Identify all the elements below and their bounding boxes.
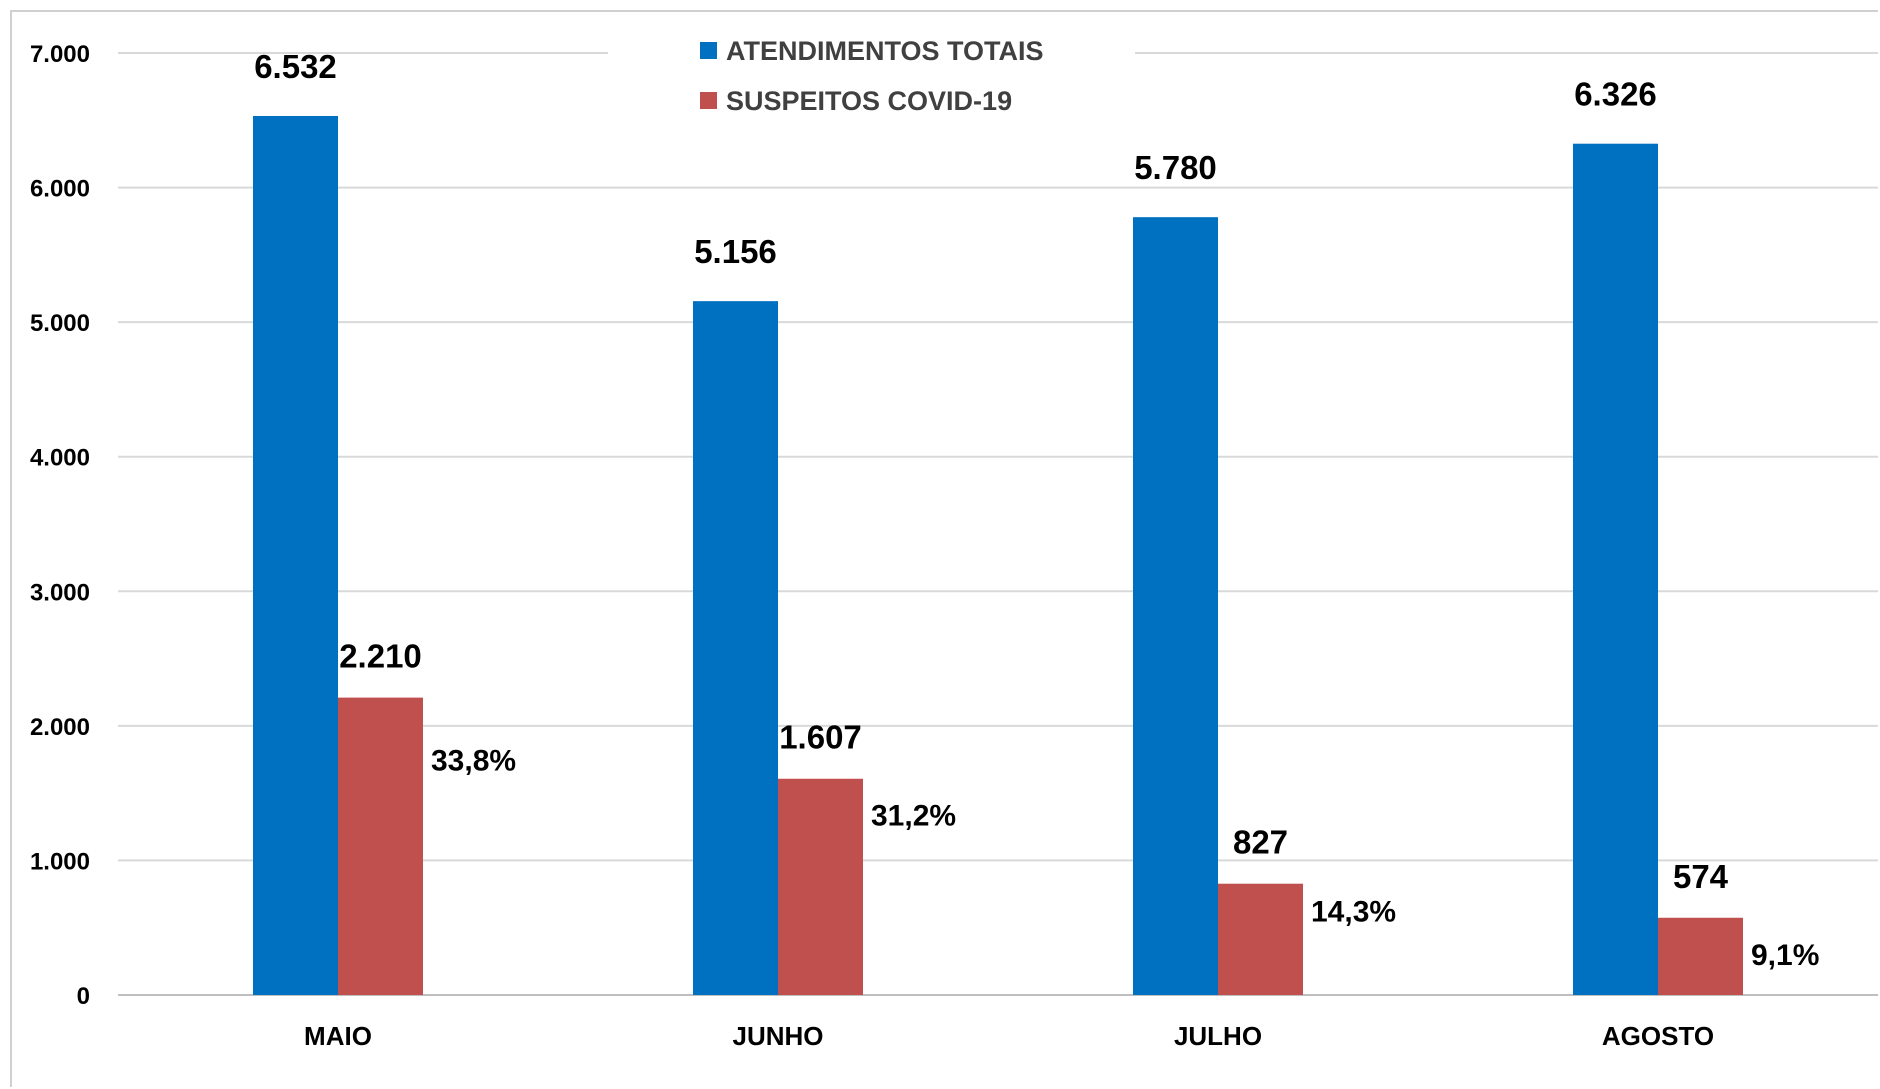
y-tick-label: 4.000: [30, 445, 90, 472]
percent-label: 31,2%: [871, 800, 956, 833]
legend: ATENDIMENTOS TOTAIS SUSPEITOS COVID-19: [700, 36, 1044, 116]
bars: [253, 115, 1743, 996]
y-tick-label: 5.000: [30, 310, 90, 337]
bar-suspeitos: [1658, 917, 1743, 995]
data-label-atendimentos: 6.532: [254, 48, 337, 85]
y-tick-label: 1.000: [30, 848, 90, 875]
bar-suspeitos: [778, 778, 863, 995]
data-label-suspeitos: 574: [1673, 858, 1729, 895]
data-labels: 6.532 2.210 33,8% 5.156 1.607 31,2% 5.780 827 14…: [254, 48, 1819, 972]
bar-atendimentos: [693, 301, 778, 995]
category-label: JUNHO: [732, 1021, 823, 1051]
data-label-atendimentos: 5.156: [694, 233, 777, 270]
y-tick-label: 2.000: [30, 714, 90, 741]
y-tick-label: 7.000: [30, 41, 90, 68]
y-tick-label: 6.000: [30, 176, 90, 203]
percent-label: 9,1%: [1751, 939, 1819, 972]
percent-label: 33,8%: [431, 745, 516, 778]
bar-suspeitos: [338, 697, 423, 995]
legend-label: ATENDIMENTOS TOTAIS: [726, 36, 1044, 66]
bar-atendimentos: [253, 115, 338, 995]
chart-frame: [10, 10, 1878, 1087]
data-label-atendimentos: 6.326: [1574, 76, 1657, 113]
percent-label: 14,3%: [1311, 896, 1396, 929]
bar-atendimentos: [1133, 217, 1218, 996]
y-tick-label: 3.000: [30, 579, 90, 606]
y-tick-label: 0: [77, 983, 90, 1010]
legend-swatch: [700, 92, 717, 109]
data-label-suspeitos: 827: [1233, 824, 1288, 861]
y-axis: 0 1.000 2.000 3.000 4.000 5.000 6.000 7.000: [30, 41, 90, 1010]
data-label-suspeitos: 1.607: [779, 719, 862, 756]
category-label: JULHO: [1174, 1021, 1262, 1051]
data-label-suspeitos: 2.210: [339, 638, 422, 675]
x-axis: MAIO JUNHO JULHO AGOSTO: [304, 1021, 1714, 1051]
bar-atendimentos: [1573, 143, 1658, 995]
category-label: MAIO: [304, 1021, 372, 1051]
data-label-atendimentos: 5.780: [1134, 149, 1217, 186]
legend-swatch: [700, 42, 717, 59]
bar-suspeitos: [1218, 883, 1303, 995]
legend-label: SUSPEITOS COVID-19: [726, 86, 1012, 116]
category-label: AGOSTO: [1602, 1021, 1714, 1051]
